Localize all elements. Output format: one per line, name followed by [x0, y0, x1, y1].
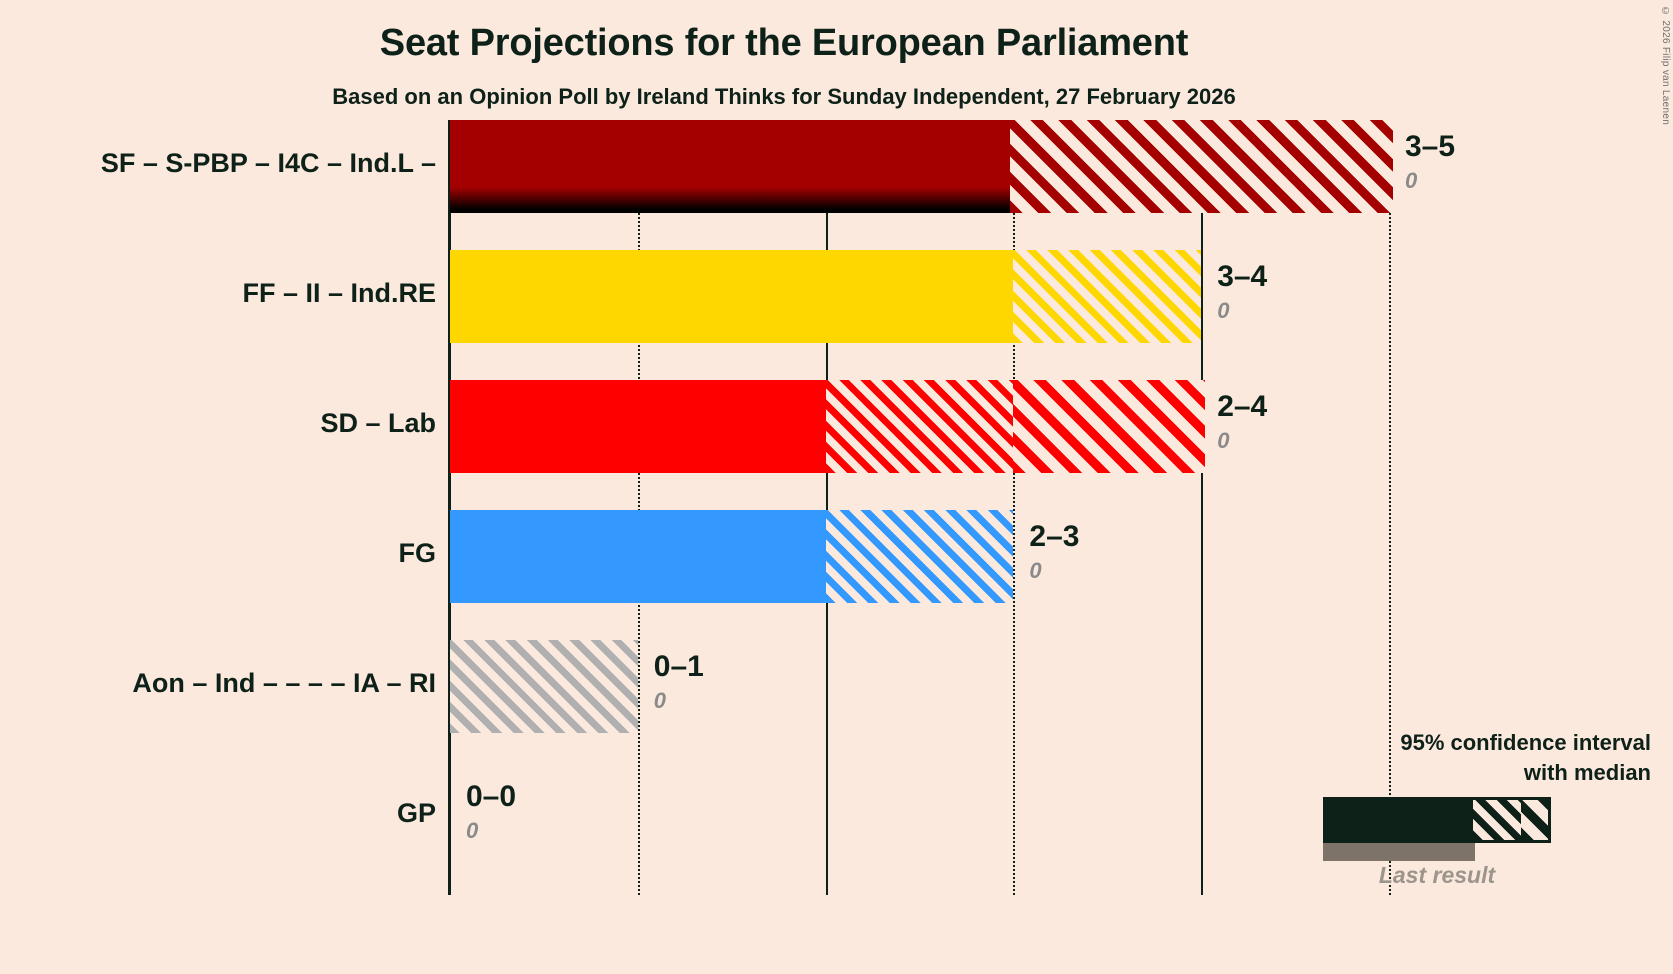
range-label-3: 2–3 [1029, 519, 1080, 553]
bar-0[interactable] [450, 120, 1393, 213]
gridline-1 [637, 120, 640, 895]
page-title: Seat Projections for the European Parlia… [379, 22, 1189, 64]
range-label-2: 2–4 [1217, 389, 1268, 423]
range-label-5: 0–0 [466, 779, 517, 813]
legend-swatch [1323, 797, 1551, 843]
gridline-5 [1389, 120, 1391, 895]
legend-caption-line1: 95% confidence interval [1400, 730, 1651, 755]
last-result-label-0: 0 [1405, 167, 1418, 193]
legend-last-result-label: Last result [1378, 862, 1496, 888]
last-result-label-2: 0 [1217, 427, 1230, 453]
legend-segment-inner-ci [1472, 800, 1522, 840]
gridline-4 [1201, 120, 1204, 895]
bar-1-inner-ci-segment [1013, 250, 1202, 343]
range-label-0: 3–5 [1405, 129, 1456, 163]
copyright-notice: © 2026 Filip van Laenen [1660, 6, 1671, 126]
legend-caption-line2: with median [1523, 760, 1651, 785]
bar-2-median-segment [450, 380, 830, 473]
range-label-4: 0–1 [653, 649, 704, 683]
bar-2-inner-ci-segment [825, 380, 1014, 473]
bar-3-inner-ci-segment [825, 510, 1014, 603]
bar-4[interactable] [450, 640, 638, 733]
legend-caption: 95% confidence interval with median [1400, 728, 1651, 788]
plot-area [448, 120, 1550, 895]
bar-0-median-segment [450, 120, 1014, 213]
category-label-3: FG [398, 537, 437, 568]
last-result-label-5: 0 [466, 817, 479, 843]
bar-1-median-segment [450, 250, 1018, 343]
bar-1[interactable] [450, 250, 1202, 343]
last-result-label-4: 0 [653, 687, 667, 713]
chart-subtitle: Based on an Opinion Poll by Ireland Thin… [332, 84, 1236, 109]
category-label-2: SD – Lab [320, 407, 436, 438]
category-label-4: Aon – Ind – – – – IA – RI [132, 667, 436, 698]
category-label-1: FF – II – Ind.RE [242, 277, 436, 308]
range-label-1: 3–4 [1217, 259, 1268, 293]
legend-last-result-swatch [1323, 843, 1475, 861]
gridline-3 [1013, 120, 1016, 895]
bar-4-inner-ci-segment [450, 640, 638, 733]
legend-segment-outer-ci [1521, 800, 1548, 840]
bar-3-median-segment [450, 510, 830, 603]
category-label-5: GP [396, 797, 436, 828]
last-result-label-3: 0 [1029, 557, 1042, 583]
bar-2[interactable] [450, 380, 1206, 473]
last-result-label-1: 0 [1217, 297, 1230, 323]
gridline-2 [825, 120, 828, 895]
bar-2-outer-ci-segment [1013, 380, 1206, 473]
bar-0-outer-ci-segment [1009, 120, 1393, 213]
legend-segment-median [1326, 800, 1473, 840]
y-axis [448, 120, 451, 895]
category-label-0: SF – S-PBP – I4C – Ind.L – [100, 147, 436, 178]
bar-3[interactable] [450, 510, 1014, 603]
